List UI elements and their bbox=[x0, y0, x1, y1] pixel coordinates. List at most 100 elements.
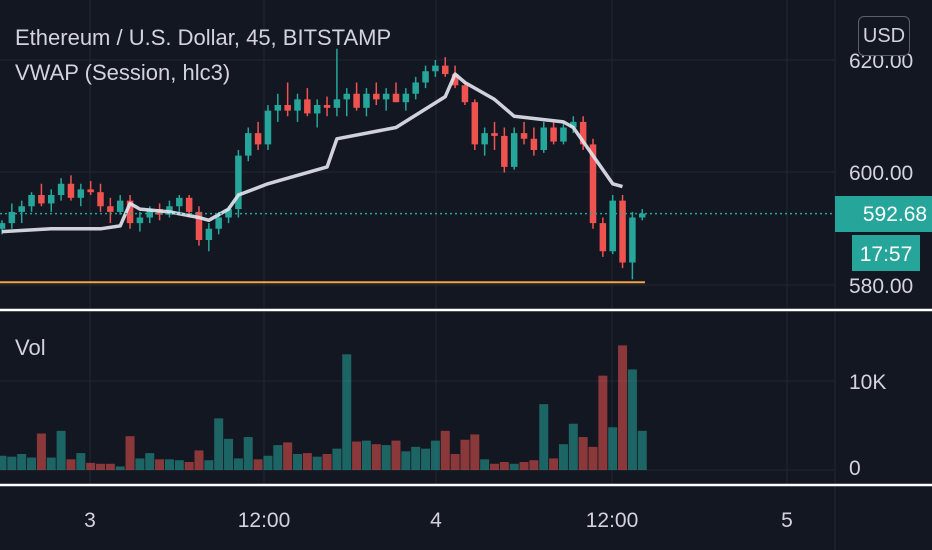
volume-bar bbox=[352, 441, 362, 470]
symbol-title: Ethereum / U.S. Dollar, 45, BITSTAMP bbox=[15, 25, 391, 50]
candle-body bbox=[382, 93, 390, 100]
candles bbox=[0, 48, 646, 280]
candle-body bbox=[373, 93, 380, 100]
volume-bar bbox=[401, 451, 411, 470]
volume-bars bbox=[0, 345, 647, 470]
volume-bar bbox=[381, 445, 391, 470]
currency-button[interactable]: USD bbox=[858, 16, 910, 56]
candle-body bbox=[304, 99, 311, 114]
volume-bar bbox=[283, 442, 293, 470]
volume-bar bbox=[460, 439, 470, 470]
volume-bar bbox=[391, 440, 401, 470]
volume-bar bbox=[539, 404, 549, 470]
candle-body bbox=[195, 211, 203, 240]
volume-bar bbox=[440, 430, 450, 470]
volume-bar bbox=[135, 458, 145, 470]
volume-bar bbox=[519, 461, 529, 470]
price-tick-label: 580.00 bbox=[849, 275, 913, 298]
candle-body bbox=[461, 85, 469, 103]
candle-body bbox=[481, 133, 488, 145]
candle-body bbox=[540, 127, 547, 150]
last-price-value: 592.68 bbox=[863, 203, 927, 226]
volume-bar bbox=[450, 453, 460, 470]
candle-body bbox=[57, 183, 65, 195]
volume-bar bbox=[224, 438, 234, 470]
volume-bar bbox=[312, 456, 322, 470]
candle-body bbox=[451, 74, 459, 86]
volume-bar bbox=[164, 459, 174, 470]
volume-bar bbox=[549, 458, 559, 470]
volume-bar bbox=[302, 453, 312, 470]
candle-body bbox=[126, 200, 134, 224]
volume-bar bbox=[174, 460, 184, 470]
candle-body bbox=[442, 65, 449, 75]
volume-bar bbox=[0, 455, 7, 470]
time-tick-label: 4 bbox=[430, 509, 442, 532]
volume-bar bbox=[568, 423, 578, 470]
volume-bar bbox=[342, 354, 352, 470]
candle-body bbox=[67, 183, 75, 198]
volume-bar bbox=[155, 459, 165, 470]
volume-bar bbox=[529, 460, 539, 470]
vwap-line bbox=[1, 72, 623, 234]
volume-bar bbox=[96, 463, 105, 470]
volume-bar bbox=[509, 463, 519, 470]
volume-bar bbox=[588, 446, 598, 470]
volume-bar bbox=[66, 459, 76, 470]
volume-bar bbox=[293, 453, 302, 470]
candle-body bbox=[560, 127, 567, 142]
volume-bar bbox=[7, 456, 17, 470]
volume-bar bbox=[243, 437, 253, 470]
candle-body bbox=[205, 228, 213, 240]
volume-bar bbox=[480, 459, 490, 470]
candle-body bbox=[284, 105, 291, 111]
volume-bar bbox=[145, 453, 155, 470]
candle-body bbox=[87, 189, 94, 193]
volume-bar bbox=[184, 461, 194, 470]
candle-body bbox=[432, 65, 439, 72]
candle-body bbox=[491, 133, 498, 136]
time-tick-label: 12:00 bbox=[586, 509, 639, 532]
candle-body bbox=[501, 135, 508, 167]
volume-bar bbox=[411, 446, 421, 470]
candle-body bbox=[215, 217, 222, 229]
time-axis[interactable]: 3 12:00 4 12:00 5 bbox=[84, 509, 793, 532]
candle-body bbox=[185, 197, 193, 212]
candle-body bbox=[570, 121, 577, 128]
candle-body bbox=[510, 133, 518, 167]
candle-body bbox=[363, 93, 370, 108]
volume-bar bbox=[105, 463, 115, 470]
candle-body bbox=[402, 93, 410, 103]
volume-bar bbox=[332, 448, 342, 470]
volume-bar bbox=[499, 461, 509, 470]
candle-body bbox=[471, 102, 479, 145]
candle-body bbox=[274, 105, 282, 111]
volume-bar bbox=[86, 462, 96, 470]
volume-bar bbox=[361, 440, 371, 470]
volume-bar bbox=[204, 460, 214, 470]
volume-bar bbox=[76, 453, 86, 470]
candle-body bbox=[333, 99, 341, 108]
volume-bar bbox=[637, 430, 647, 470]
volume-bar bbox=[194, 450, 204, 470]
volume-bar bbox=[56, 430, 66, 470]
volume-axis[interactable]: 10K 0 bbox=[849, 371, 886, 480]
time-tick-label: 12:00 bbox=[238, 509, 291, 532]
candle-body bbox=[264, 110, 272, 145]
candle-body bbox=[97, 192, 104, 207]
bar-countdown: 17:57 bbox=[860, 243, 913, 266]
candle-body bbox=[609, 200, 616, 252]
volume-bar bbox=[115, 466, 125, 470]
volume-bar bbox=[263, 455, 273, 470]
candle-body bbox=[18, 206, 25, 212]
volume-bar bbox=[17, 453, 27, 470]
price-tick-label: 600.00 bbox=[849, 162, 913, 185]
volume-tick-label: 0 bbox=[849, 457, 861, 480]
volume-bar bbox=[36, 433, 46, 470]
candle-body bbox=[353, 93, 360, 108]
candle-body bbox=[579, 121, 587, 145]
candle-body bbox=[550, 127, 557, 142]
candle-body bbox=[107, 206, 114, 212]
candle-body bbox=[323, 105, 331, 108]
